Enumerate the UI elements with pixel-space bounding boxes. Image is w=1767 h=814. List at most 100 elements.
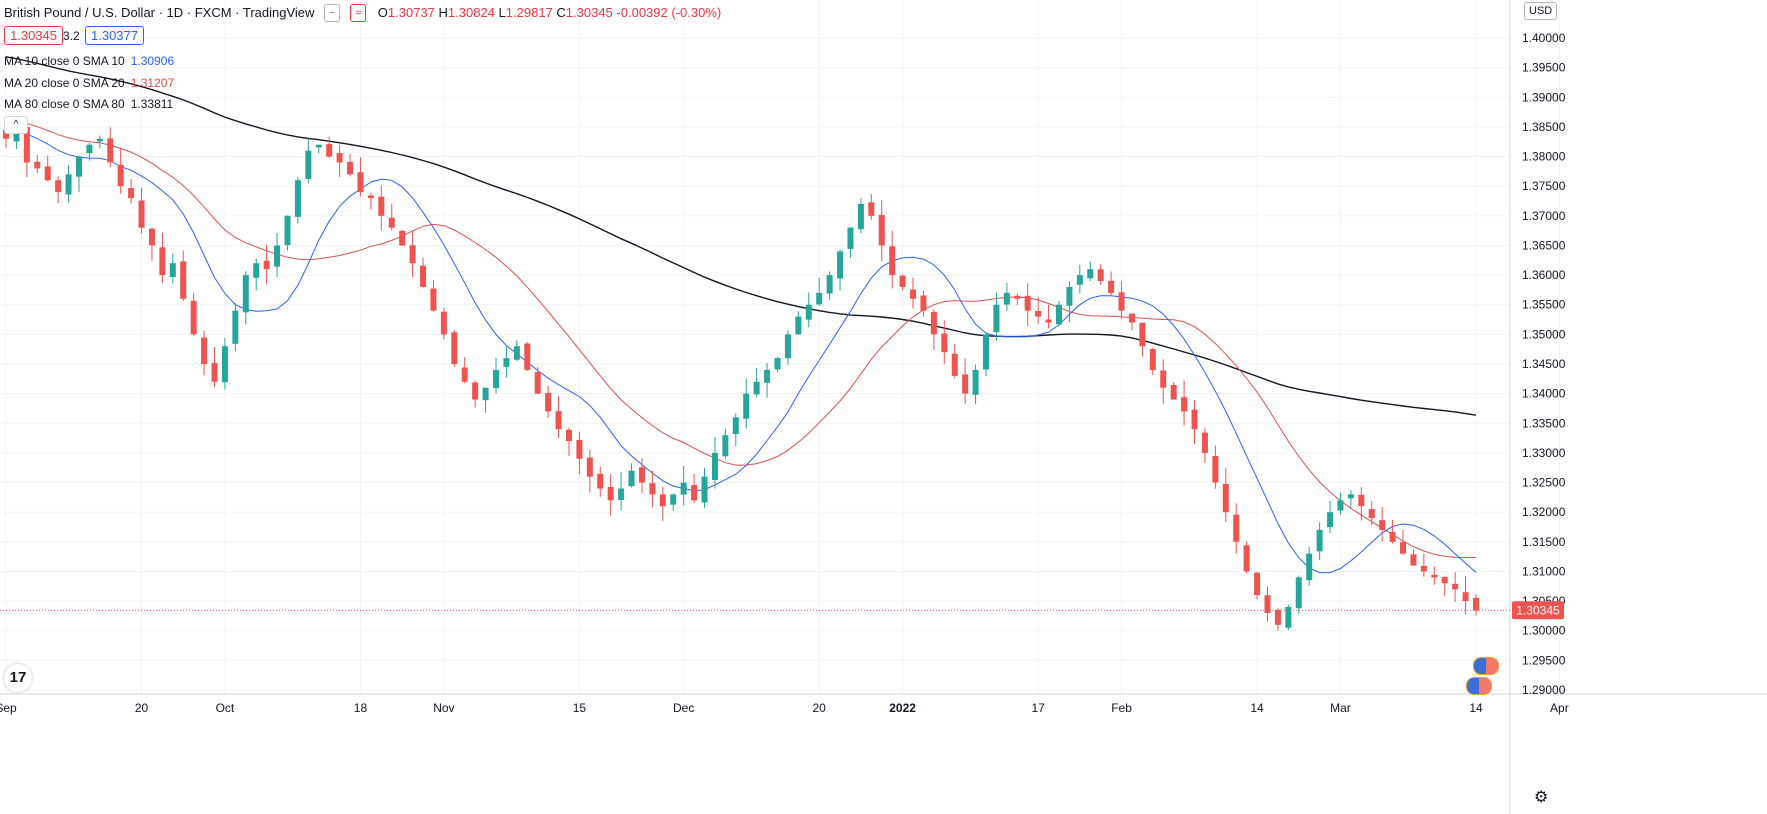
candle-body [597, 473, 604, 489]
candle-body [242, 275, 249, 313]
time-tick-label: Nov [433, 701, 454, 715]
candle-body [972, 369, 979, 395]
candle-body [1379, 520, 1386, 530]
candle-body [618, 488, 625, 501]
candle-body [493, 369, 499, 389]
candle-body [1473, 598, 1479, 611]
price-tick-label: 1.40000 [1522, 31, 1566, 45]
settings-gear-icon[interactable]: ⚙ [1534, 789, 1549, 806]
price-tick-label: 1.39500 [1522, 61, 1566, 75]
candle-body [138, 200, 145, 228]
candle-body [878, 214, 885, 246]
minus-chip-icon[interactable]: − [324, 4, 341, 22]
candle-body [253, 263, 260, 278]
candle-body [221, 346, 228, 383]
compare-chip-icon[interactable]: ≈ [350, 4, 367, 22]
candle-body [1003, 292, 1010, 305]
ma80-legend[interactable]: MA 80 close 0 SMA 80 1.33811 [4, 97, 174, 111]
candle-body [388, 217, 395, 228]
symbol-title: British Pound / U.S. Dollar · 1D · FXCM … [4, 5, 315, 20]
candle-body [482, 387, 489, 401]
time-tick-label: 17 [1031, 701, 1045, 715]
candle-body [889, 246, 896, 276]
candle-body [1243, 545, 1250, 572]
candle-body [774, 358, 781, 370]
candle-body [826, 275, 833, 294]
candle-body [1201, 432, 1208, 453]
candle-body [190, 300, 197, 335]
ma10-value: 1.30906 [130, 54, 175, 68]
sell-price-button[interactable]: 1.30345 [4, 26, 63, 45]
symbol-legend[interactable]: British Pound / U.S. Dollar · 1D · FXCM … [4, 4, 721, 22]
candle-body [993, 304, 1000, 333]
candle-body [930, 311, 937, 335]
candle-body [659, 494, 666, 507]
currency-selector[interactable]: USD [1524, 2, 1558, 20]
price-tick-label: 1.36500 [1522, 238, 1566, 252]
buy-price-button[interactable]: 1.30377 [85, 26, 144, 45]
price-tick-label: 1.33500 [1522, 416, 1566, 430]
candles [3, 121, 1479, 631]
candle-body [576, 439, 583, 459]
tradingview-logo[interactable]: 17 [4, 664, 32, 692]
price-tick-label: 1.37500 [1522, 179, 1566, 193]
candle-body [430, 288, 437, 311]
candle-body [284, 215, 291, 246]
price-tick-label: 1.35000 [1522, 327, 1566, 341]
candle-body [628, 470, 635, 487]
candle-body [1128, 313, 1135, 323]
collapse-legend-button[interactable]: ^ [4, 116, 28, 134]
candle-body [326, 144, 333, 157]
candle-body [1097, 269, 1104, 282]
last-price-tag [1512, 601, 1564, 620]
candle-body [294, 180, 301, 217]
candle-body [962, 374, 969, 394]
candle-body [670, 494, 677, 505]
time-tick-label: Feb [1111, 701, 1132, 715]
candle-body [159, 247, 166, 276]
candle-body [367, 195, 374, 199]
ma10-legend[interactable]: MA 10 close 0 SMA 10 1.30906 [4, 54, 175, 68]
ma10-path [5, 128, 1477, 574]
ma80-path [5, 56, 1477, 416]
event-flag-icon[interactable] [1473, 657, 1499, 675]
candle-body [1045, 319, 1052, 323]
price-tick-label: 1.36000 [1522, 268, 1566, 282]
open-value: 1.30737 [387, 5, 435, 20]
price-tick-label: 1.30000 [1522, 624, 1566, 638]
candle-body [805, 304, 812, 320]
last-price-marker: 1.30345 [0, 601, 1564, 620]
candle-body [1035, 311, 1042, 317]
time-tick-label: Apr [1550, 701, 1569, 715]
ma20-legend[interactable]: MA 20 close 0 SMA 20 1.31207 [4, 76, 175, 90]
event-flag-icon[interactable] [1466, 677, 1492, 695]
candle-body [1400, 542, 1407, 554]
candle-body [555, 411, 562, 430]
candle-body [34, 161, 41, 169]
low-value: 1.29817 [505, 5, 553, 20]
candle-body [263, 260, 270, 270]
change-value: -0.00392 (-0.30%) [616, 5, 722, 20]
candle-body [148, 228, 155, 246]
price-tick-label: 1.38000 [1522, 150, 1566, 164]
candle-body [55, 180, 62, 193]
candle-body [513, 346, 520, 360]
candle-body [784, 334, 791, 359]
candle-body [357, 172, 364, 193]
price-tick-label: 1.29500 [1522, 653, 1566, 667]
candle-body [503, 358, 510, 367]
candle-body [1337, 500, 1344, 511]
candle-body [951, 353, 958, 376]
price-tick-label: 1.31000 [1522, 564, 1566, 578]
price-tick-label: 1.37000 [1522, 209, 1566, 223]
candle-body [23, 126, 30, 163]
time-tick-label: 2022 [889, 701, 916, 715]
candle-body [1222, 483, 1229, 513]
candle-body [1149, 349, 1156, 370]
candle-body [1181, 397, 1188, 412]
candle-body [1160, 370, 1167, 388]
candle-body [722, 435, 729, 457]
candle-body [461, 367, 468, 382]
candle-body [1327, 512, 1334, 528]
